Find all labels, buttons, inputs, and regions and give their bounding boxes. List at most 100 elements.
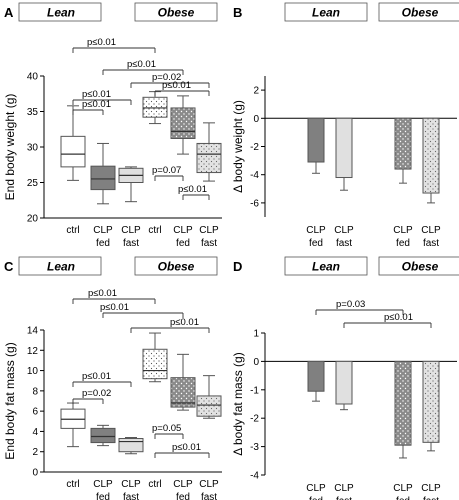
significance-bracket: p≤0.01 — [178, 184, 210, 200]
y-tick-label: 12 — [27, 346, 39, 357]
y-tick-label: 2 — [32, 447, 38, 458]
group-title-box — [378, 2, 459, 22]
x-tick-label: fast — [423, 238, 439, 249]
significance-bracket: p≤0.01 — [343, 312, 432, 328]
significance-bracket: p=0.03 — [315, 299, 404, 315]
bar — [422, 360, 440, 443]
box-iqr — [142, 348, 168, 380]
x-tick-label: CLP — [421, 225, 441, 236]
x-tick-label: fed — [176, 492, 190, 500]
significance-bracket: p≤0.01 — [102, 59, 184, 75]
p-value-label: p≤0.01 — [82, 371, 111, 382]
group-title: Lean — [312, 6, 340, 20]
y-tick-label: -4 — [250, 170, 259, 181]
box-2 — [90, 142, 116, 205]
x-tick-label: ctrl — [66, 225, 79, 236]
x-tick-label: fed — [396, 238, 410, 249]
box-iqr — [60, 135, 86, 168]
y-tick-label: 35 — [27, 107, 39, 118]
y-tick-label: 40 — [27, 72, 39, 83]
p-value-label: p≤0.01 — [178, 184, 207, 195]
y-tick-label: -6 — [250, 198, 259, 209]
group-title: Obese — [402, 6, 439, 20]
y-tick-label: 0 — [253, 114, 259, 125]
significance-bracket: p=0.02 — [72, 388, 111, 404]
p-value-label: p=0.05 — [152, 423, 181, 434]
box-iqr — [170, 107, 196, 139]
x-tick-label: ctrl — [148, 225, 161, 236]
x-tick-label: fast — [123, 238, 139, 249]
group-title-box — [378, 256, 459, 276]
box-iqr — [90, 427, 116, 444]
x-tick-label: fed — [176, 238, 190, 249]
significance-bracket: p≤0.01 — [72, 37, 156, 53]
bar-4 — [422, 117, 440, 204]
p-value-label: p≤0.01 — [384, 312, 413, 323]
bar-2 — [335, 117, 353, 191]
bar-3 — [394, 360, 412, 459]
box-5 — [170, 95, 196, 155]
bar-1 — [307, 360, 325, 402]
x-tick-label: CLP — [421, 483, 441, 494]
box-iqr — [142, 96, 168, 118]
x-tick-label: CLP — [334, 483, 354, 494]
y-tick-label: -2 — [250, 414, 259, 425]
p-value-label: p≤0.01 — [127, 59, 156, 70]
x-tick-label: fast — [336, 238, 352, 249]
group-title: Lean — [47, 6, 75, 20]
y-tick-label: -2 — [250, 142, 259, 153]
x-tick-label: CLP — [121, 225, 141, 236]
panel-label: C — [4, 259, 14, 274]
x-tick-label: fed — [309, 496, 323, 500]
x-tick-label: fast — [336, 496, 352, 500]
y-tick-label: -4 — [250, 471, 259, 482]
group-title-box — [18, 256, 102, 276]
box-2 — [90, 424, 116, 447]
x-tick-label: CLP — [199, 225, 219, 236]
panel-a: A Lean Obese 20 25 30 35 40 End body weight (g) c… — [3, 2, 222, 249]
y-tick-label: 1 — [253, 329, 259, 340]
x-tick-label: fast — [201, 492, 217, 500]
significance-bracket: p=0.02 — [130, 72, 210, 88]
p-value-label: p≤0.01 — [82, 99, 111, 110]
box-iqr — [196, 142, 222, 174]
bar — [394, 360, 412, 446]
x-tick-label: fed — [96, 238, 110, 249]
y-axis-label: End body weight (g) — [3, 94, 17, 201]
box-1 — [60, 105, 86, 181]
panel-c: C Lean Obese 0 2 4 6 8 10 12 14 End body fat mass (… — [3, 256, 222, 500]
x-tick-label: CLP — [393, 483, 413, 494]
y-tick-label: 0 — [253, 357, 259, 368]
p-value-label: p=0.02 — [82, 388, 111, 399]
panel-label: B — [233, 5, 242, 20]
p-value-label: p≤0.01 — [87, 37, 116, 48]
bar-1 — [307, 117, 325, 174]
bar-3 — [394, 117, 412, 184]
bar — [394, 117, 412, 170]
x-tick-label: fed — [309, 238, 323, 249]
box-6 — [196, 122, 222, 182]
y-axis-label: Δ body fat mass (g) — [231, 352, 245, 455]
bar — [307, 360, 325, 392]
x-tick-label: fast — [423, 496, 439, 500]
y-tick-label: 30 — [27, 143, 39, 154]
x-tick-label: CLP — [334, 225, 354, 236]
panel-label: A — [4, 5, 14, 20]
x-tick-label: fed — [396, 496, 410, 500]
group-title-box — [284, 2, 368, 22]
p-value-label: p=0.02 — [152, 72, 181, 83]
y-tick-label: 25 — [27, 178, 39, 189]
group-title: Lean — [47, 260, 75, 274]
significance-bracket: p=0.07 — [152, 165, 184, 181]
panel-label: D — [233, 259, 242, 274]
significance-bracket: p≤0.01 — [72, 89, 132, 105]
y-axis-label: Δ body weight (g) — [231, 100, 245, 193]
significance-bracket: p≤0.01 — [100, 302, 184, 318]
y-tick-label: 6 — [32, 407, 38, 418]
bar-2 — [335, 360, 353, 411]
x-tick-label: CLP — [121, 479, 141, 490]
y-tick-label: 20 — [27, 214, 39, 225]
significance-bracket: p=0.05 — [152, 423, 184, 439]
box-6 — [196, 375, 222, 419]
